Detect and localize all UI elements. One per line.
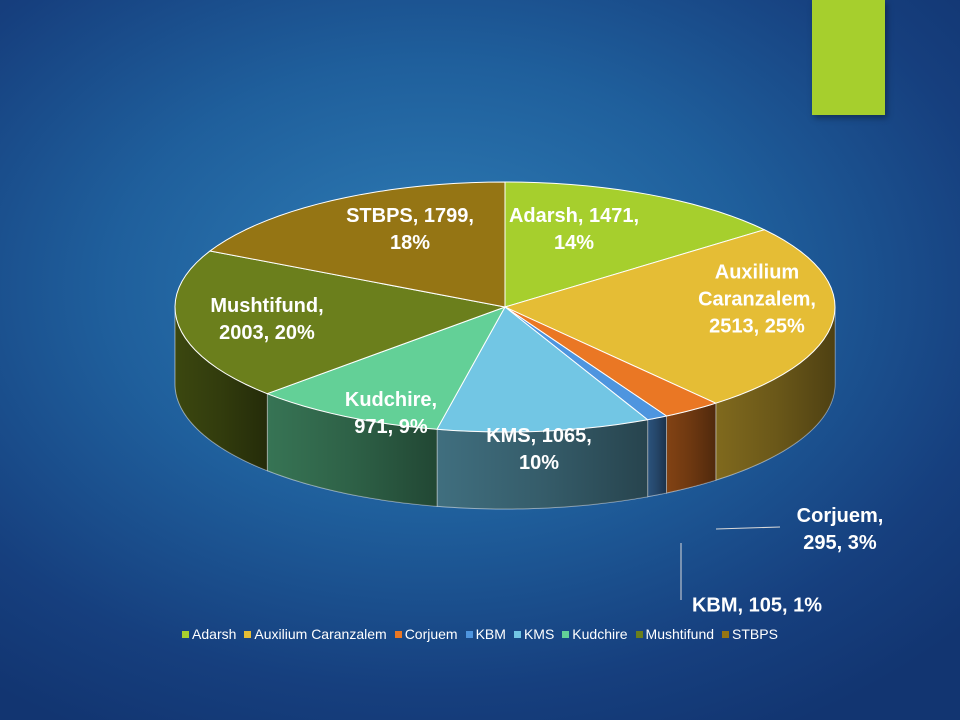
legend-swatch-kms: [513, 630, 521, 638]
legend-item-kudchire: Kudchire: [562, 626, 628, 642]
pie-side-shade-mushtifund: [175, 307, 268, 471]
legend-item-auxilium-caranzalem: Auxilium Caranzalem: [244, 626, 387, 642]
legend-item-adarsh: Adarsh: [182, 626, 236, 642]
data-label-stbps: STBPS, 1799, 18%: [346, 205, 474, 254]
leader-line-corjuem: [715, 526, 781, 530]
legend-item-kms: KMS: [513, 626, 555, 642]
legend-item-stbps: STBPS: [722, 626, 778, 642]
chart-legend: Adarsh Auxilium Caranzalem Corjuem KBM KMS Ku…: [0, 626, 960, 642]
pie-slice-adarsh: [504, 181, 765, 308]
pie-slice-stbps: [209, 181, 506, 308]
legend-label-adarsh: Adarsh: [192, 626, 237, 642]
legend-item-mushtifund: Mushtifund: [635, 626, 715, 642]
pie-slice-auxilium-caranzalem: [504, 229, 836, 404]
legend-label-kms: KMS: [523, 626, 555, 642]
legend-swatch-auxilium-caranzalem: [244, 630, 252, 638]
legend-item-corjuem: Corjuem: [394, 626, 458, 642]
data-label-kms: KMS, 1065, 10%: [486, 425, 592, 474]
legend-label-kbm: KBM: [475, 626, 506, 642]
legend-label-kudchire: Kudchire: [572, 626, 628, 642]
legend-swatch-kudchire: [562, 630, 570, 638]
pie-slice-kbm: [504, 306, 667, 421]
legend-label-auxilium-caranzalem: Auxilium Caranzalem: [254, 626, 387, 642]
data-label-kbm: KBM, 105, 1%: [692, 594, 822, 616]
pie-sides: [174, 306, 836, 510]
legend-swatch-kbm: [465, 630, 473, 638]
pie-side-shade-kbm: [647, 416, 667, 497]
pie-data-labels: Adarsh, 1471, 14% Auxilium Caranzalem, 2513,…: [210, 205, 883, 617]
data-label-kudchire: Kudchire, 971, 9%: [345, 389, 437, 438]
legend-label-mushtifund: Mushtifund: [645, 626, 715, 642]
data-label-mushtifund: Mushtifund, 2003, 20%: [210, 295, 323, 344]
pie-side-shade-kudchire: [267, 393, 437, 507]
pie-side-shade-auxilium-caranzalem: [715, 307, 835, 481]
data-label-corjuem: Corjuem, 295, 3%: [797, 505, 884, 554]
pie-slice-kms: [436, 306, 649, 433]
legend-swatch-corjuem: [394, 630, 402, 638]
legend-swatch-adarsh: [182, 630, 190, 638]
pie-slice-corjuem: [504, 306, 717, 417]
legend-label-corjuem: Corjuem: [404, 626, 458, 642]
pie-top: [174, 181, 836, 433]
legend-item-kbm: KBM: [465, 626, 506, 642]
pie-slice-kudchire: [266, 306, 506, 430]
pie-side-shade-corjuem: [666, 403, 716, 494]
pie-slice-mushtifund: [174, 250, 506, 395]
data-label-auxilium-caranzalem: Auxilium Caranzalem, 2513, 25%: [698, 261, 816, 337]
pie-side-shade-kms: [436, 419, 648, 509]
legend-swatch-mushtifund: [635, 630, 643, 638]
accent-bar: [812, 0, 885, 115]
legend-label-stbps: STBPS: [732, 626, 778, 642]
legend-swatch-stbps: [722, 630, 730, 638]
pie-leader-lines: [680, 526, 781, 600]
data-label-adarsh: Adarsh, 1471, 14%: [509, 205, 639, 254]
